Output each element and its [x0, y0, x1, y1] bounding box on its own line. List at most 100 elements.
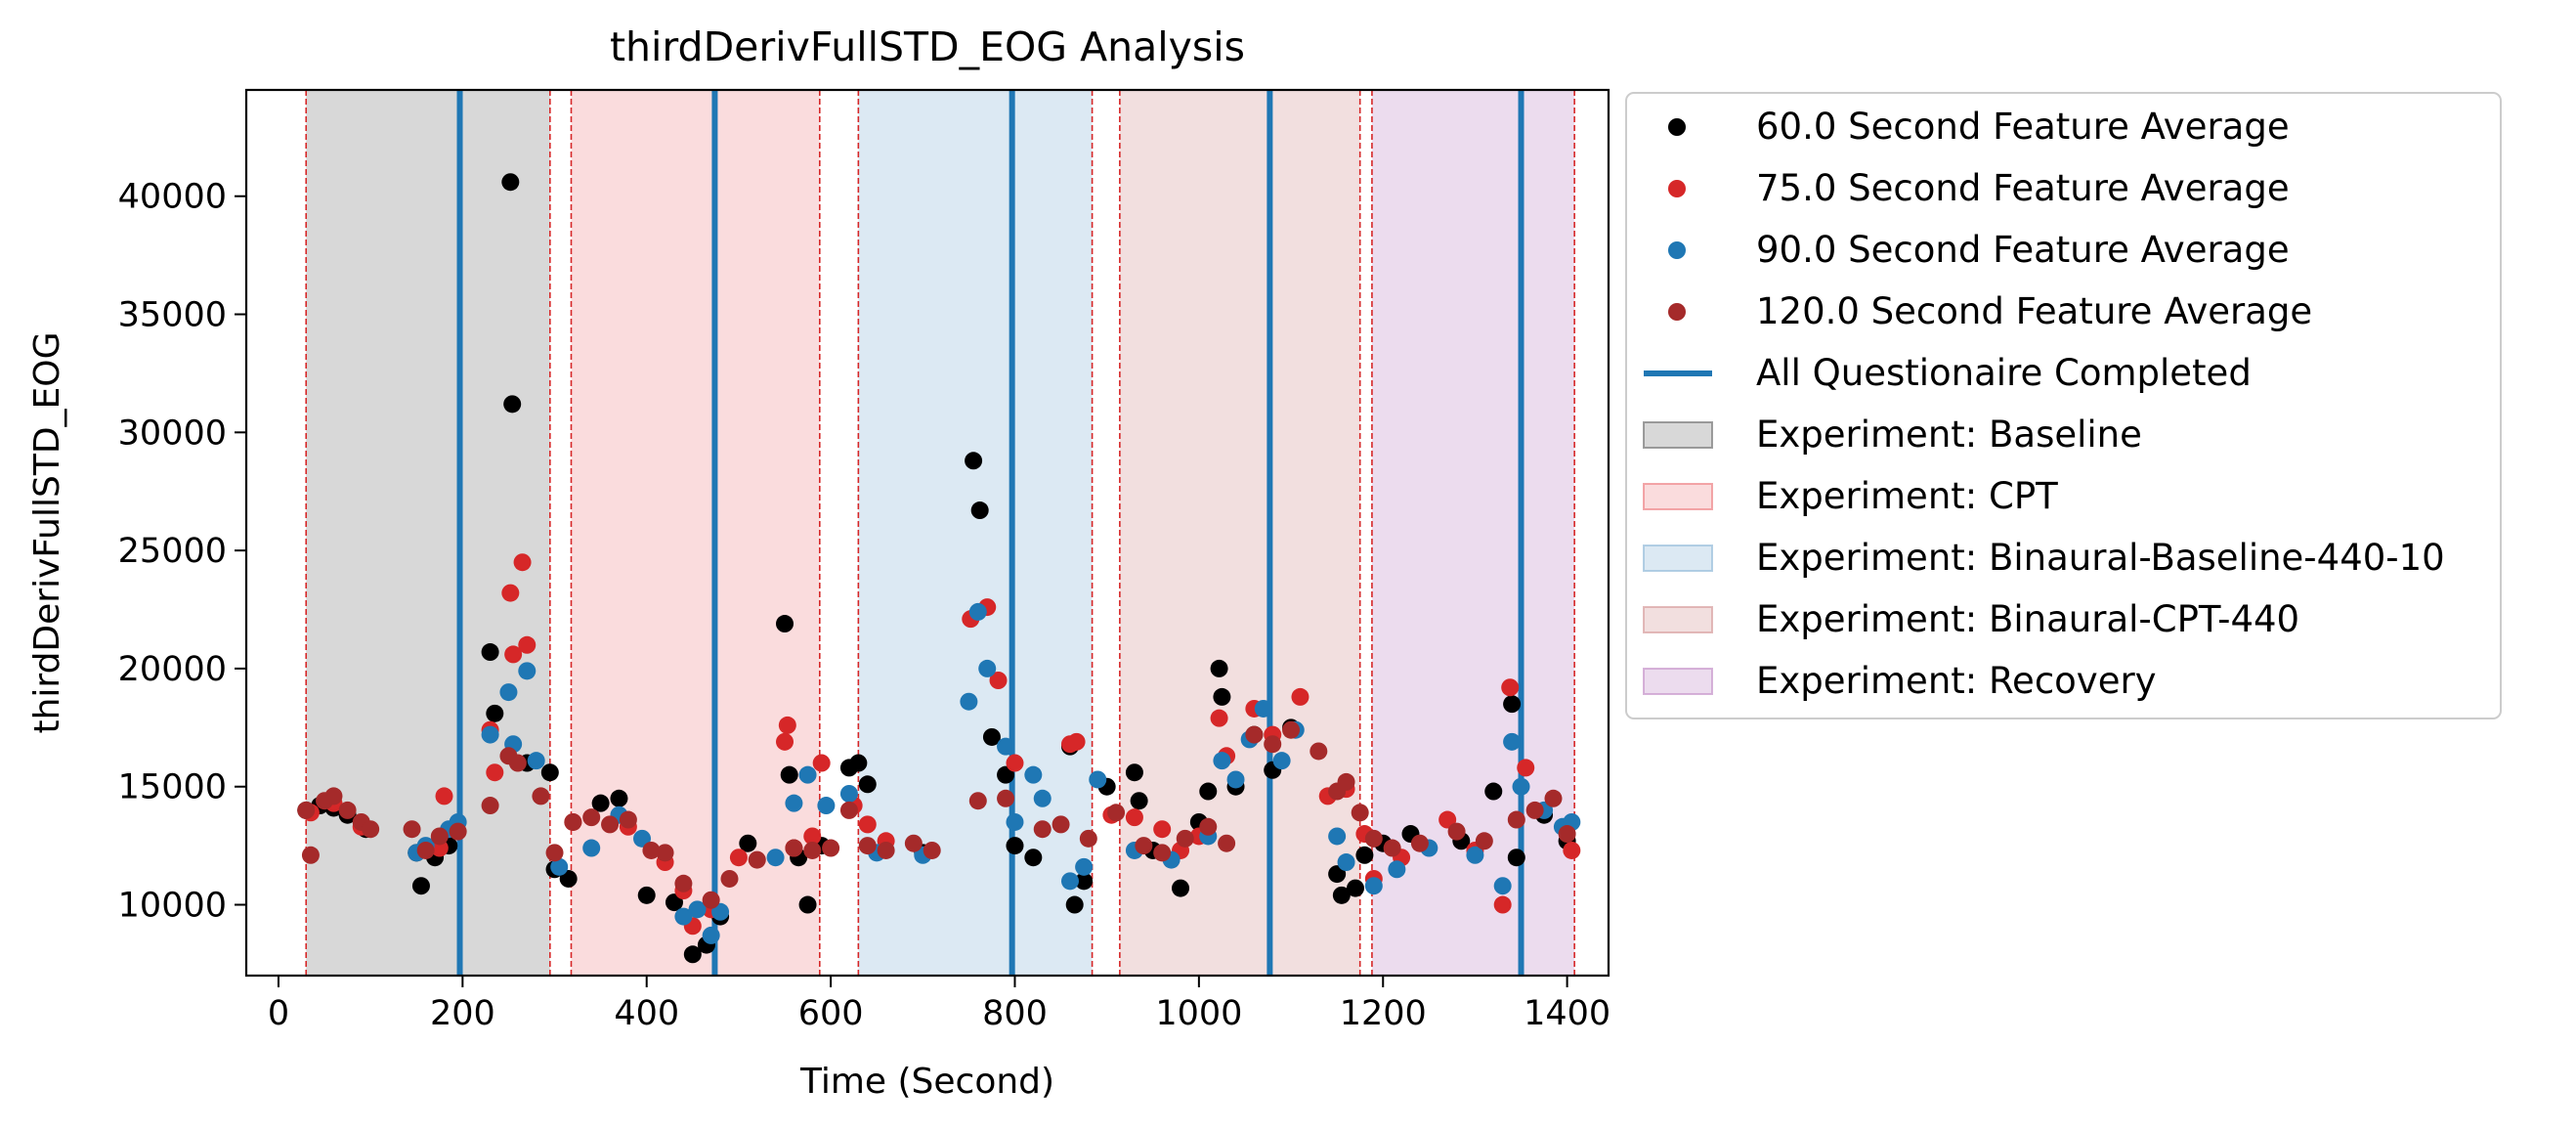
data-point [803, 841, 822, 859]
data-point [1507, 810, 1525, 829]
data-point [683, 945, 702, 964]
data-point [449, 822, 467, 841]
data-point [1199, 817, 1218, 836]
data-point [1525, 801, 1544, 819]
data-point [1218, 834, 1236, 852]
legend-marker [1668, 241, 1686, 259]
data-point [1517, 759, 1535, 777]
experiment-band-0 [306, 90, 550, 976]
data-point [978, 659, 997, 677]
legend-marker [1668, 180, 1686, 197]
x-axis: 0 200 400 600 800 1000 1200 1400 [268, 976, 1610, 1033]
data-point [1213, 752, 1231, 770]
data-point [1337, 853, 1355, 872]
data-point [1272, 752, 1291, 770]
legend-marker [1668, 118, 1686, 136]
legend-label: All Questionaire Completed [1756, 352, 2252, 394]
data-point [1226, 770, 1245, 789]
data-point [1079, 829, 1097, 848]
legend-label: Experiment: Recovery [1756, 660, 2157, 702]
data-point [1507, 849, 1525, 867]
data-point [1291, 687, 1309, 706]
data-point [997, 737, 1015, 756]
data-point [960, 692, 978, 711]
legend-label: 120.0 Second Feature Average [1756, 290, 2312, 332]
data-point [785, 794, 803, 812]
data-point [1065, 895, 1084, 914]
legend-label: Experiment: Baseline [1756, 414, 2142, 456]
data-point [748, 850, 766, 869]
data-point [1383, 839, 1401, 857]
data-point [1447, 822, 1466, 841]
data-point [982, 727, 1001, 746]
legend-label: 60.0 Second Feature Average [1756, 106, 2290, 148]
data-point [1172, 879, 1190, 897]
data-point [1033, 820, 1052, 839]
data-point [1337, 772, 1355, 791]
data-point [504, 645, 523, 664]
scatter-points [297, 173, 1581, 964]
data-point [798, 895, 817, 914]
data-point [324, 787, 343, 805]
y-tick-label: 15000 [118, 768, 227, 807]
data-point [812, 754, 831, 772]
data-point [858, 815, 877, 834]
x-tick-label: 0 [268, 994, 289, 1033]
data-point [501, 173, 520, 192]
data-point [1075, 872, 1094, 891]
data-point [1060, 872, 1079, 891]
data-point [503, 395, 522, 414]
data-point [642, 841, 661, 859]
data-point [591, 794, 610, 812]
data-point [1328, 865, 1347, 884]
data-point [702, 926, 720, 944]
y-tick-label: 40000 [118, 178, 227, 217]
data-point [997, 765, 1015, 784]
data-point [1438, 810, 1457, 829]
data-point [481, 725, 499, 744]
data-point [849, 754, 868, 772]
data-point [711, 902, 730, 921]
data-point [545, 844, 564, 862]
data-point [486, 763, 504, 782]
data-point [499, 683, 518, 702]
data-point [785, 839, 803, 857]
y-tick-label: 25000 [118, 532, 227, 571]
data-point [1355, 846, 1374, 864]
legend-label: Experiment: Binaural-CPT-440 [1756, 598, 2299, 640]
data-point [1130, 792, 1148, 810]
data-point [582, 808, 601, 827]
data-point [1558, 825, 1576, 844]
data-point [702, 891, 720, 909]
data-point [1024, 765, 1043, 784]
y-tick-label: 10000 [118, 887, 227, 926]
x-tick-label: 1200 [1340, 994, 1427, 1033]
x-tick-label: 1400 [1524, 994, 1610, 1033]
x-tick-label: 200 [430, 994, 495, 1033]
plot-frame [244, 88, 1610, 978]
data-point [803, 827, 822, 846]
data-point [1213, 687, 1231, 706]
data-point [1410, 834, 1429, 852]
data-point [656, 844, 674, 862]
legend-marker [1643, 544, 1713, 572]
data-point [1328, 827, 1347, 846]
data-point [1006, 812, 1024, 831]
data-point [1332, 886, 1351, 904]
data-point [540, 763, 559, 782]
data-point [362, 820, 380, 839]
data-point [1501, 678, 1520, 697]
data-point [508, 754, 527, 772]
data-point [601, 815, 620, 834]
data-point [564, 812, 582, 831]
data-point [968, 792, 987, 810]
data-point [968, 602, 987, 621]
data-point [1245, 725, 1264, 744]
data-point [527, 752, 545, 770]
data-point [1254, 699, 1272, 718]
data-point [1282, 720, 1301, 739]
data-point [637, 886, 656, 904]
data-point [297, 801, 316, 819]
x-axis-label: Time (Second) [799, 1062, 1054, 1102]
data-point [1388, 860, 1406, 879]
